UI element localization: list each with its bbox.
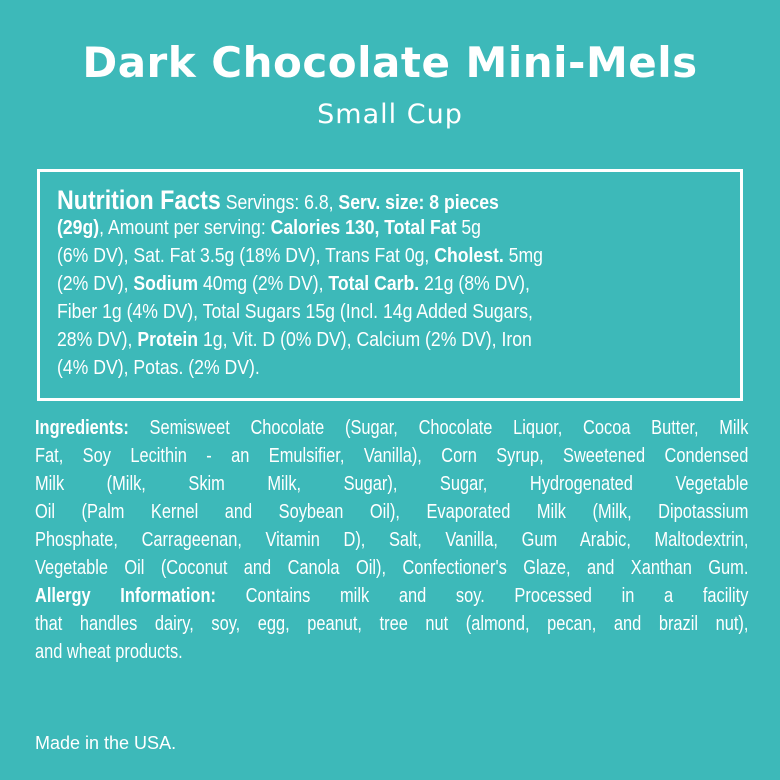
ingredients-line: Milk (Milk, Skim Milk, Sugar), Sugar, Hy…	[35, 470, 748, 498]
ingredients-value: that handles dairy, soy, egg, peanut, tr…	[35, 613, 749, 635]
ingredients-value: and wheat products.	[35, 641, 183, 663]
nutrition-value: Servings: 6.8,	[220, 191, 339, 214]
nutrition-value: 5g	[456, 216, 481, 239]
ingredients-text: Ingredients: Semisweet Chocolate (Sugar,…	[35, 414, 748, 666]
nutrition-label: Serv. size: 8 pieces	[338, 191, 499, 214]
ingredients-label: Ingredients:	[35, 417, 129, 439]
nutrition-label: Cholest.	[434, 244, 504, 267]
ingredients-label: Allergy Information:	[35, 585, 216, 607]
ingredients-line: and wheat products.	[35, 638, 748, 666]
ingredients-value: Semisweet Chocolate (Sugar, Chocolate Li…	[128, 417, 749, 439]
nutrition-line: (29g), Amount per serving: Calories 130,…	[57, 214, 736, 242]
nutrition-value: (2% DV),	[57, 272, 134, 295]
nutrition-facts-box: Nutrition Facts Servings: 6.8, Serv. siz…	[37, 169, 743, 401]
ingredients-line: Allergy Information: Contains milk and s…	[35, 582, 748, 610]
nutrition-label: Protein	[137, 328, 199, 351]
product-size: Small Cup	[317, 99, 463, 130]
ingredients-line: Fat, Soy Lecithin - an Emulsifier, Vanil…	[35, 442, 748, 470]
nutrition-value: 40mg (2% DV),	[198, 272, 329, 295]
nutrition-line: Nutrition Facts Servings: 6.8, Serv. siz…	[57, 186, 736, 214]
nutrition-value: 1g, Vit. D (0% DV), Calcium (2% DV), Iro…	[198, 328, 532, 351]
origin-text: Made in the USA.	[35, 733, 177, 753]
nutrition-value: , Amount per serving:	[99, 216, 271, 239]
ingredients-value: Oil (Palm Kernel and Soybean Oil), Evapo…	[35, 501, 749, 523]
nutrition-value: 28% DV),	[57, 328, 138, 351]
nutrition-value: (6% DV), Sat. Fat 3.5g (18% DV), Trans F…	[57, 244, 435, 267]
nutrition-label: Calories 130, Total Fat	[270, 216, 457, 239]
ingredients-value: Fat, Soy Lecithin - an Emulsifier, Vanil…	[35, 445, 749, 467]
nutrition-line: (2% DV), Sodium 40mg (2% DV), Total Carb…	[57, 270, 736, 298]
nutrition-line: 28% DV), Protein 1g, Vit. D (0% DV), Cal…	[57, 326, 736, 354]
ingredients-line: Vegetable Oil (Coconut and Canola Oil), …	[35, 554, 748, 582]
nutrition-label: Sodium	[133, 272, 199, 295]
ingredients-value: Vegetable Oil (Coconut and Canola Oil), …	[35, 557, 749, 579]
nutrition-facts-text: Nutrition Facts Servings: 6.8, Serv. siz…	[57, 186, 736, 382]
nutrition-line: (6% DV), Sat. Fat 3.5g (18% DV), Trans F…	[57, 242, 736, 270]
nutrition-value: Fiber 1g (4% DV), Total Sugars 15g (Incl…	[57, 300, 533, 323]
ingredients-line: Ingredients: Semisweet Chocolate (Sugar,…	[35, 414, 748, 442]
ingredients-line: that handles dairy, soy, egg, peanut, tr…	[35, 610, 748, 638]
nutrition-line: (4% DV), Potas. (2% DV).	[57, 354, 736, 382]
nutrition-label: (29g)	[57, 216, 100, 239]
nutrition-value: 21g (8% DV),	[419, 272, 530, 295]
nutrition-value: 5mg	[503, 244, 543, 267]
ingredients-value: Contains milk and soy. Processed in a fa…	[215, 585, 749, 607]
ingredients-value: Milk (Milk, Skim Milk, Sugar), Sugar, Hy…	[35, 473, 749, 495]
nutrition-label: Nutrition Facts	[57, 185, 221, 215]
nutrition-label: Total Carb.	[328, 272, 420, 295]
ingredients-line: Phosphate, Carrageenan, Vitamin D), Salt…	[35, 526, 748, 554]
ingredients-line: Oil (Palm Kernel and Soybean Oil), Evapo…	[35, 498, 748, 526]
nutrition-line: Fiber 1g (4% DV), Total Sugars 15g (Incl…	[57, 298, 736, 326]
nutrition-value: (4% DV), Potas. (2% DV).	[57, 356, 260, 379]
ingredients-value: Phosphate, Carrageenan, Vitamin D), Salt…	[35, 529, 749, 551]
product-title: Dark Chocolate Mini-Mels	[82, 38, 698, 87]
